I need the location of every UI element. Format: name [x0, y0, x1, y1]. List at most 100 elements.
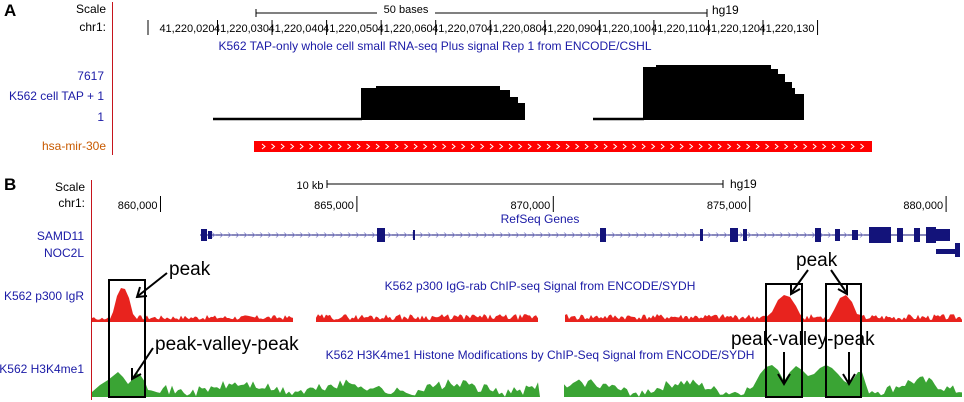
gene-exon: [377, 228, 385, 242]
ruler-a-tick-label: 41,220,060: [378, 23, 433, 35]
mirna-chevron: [423, 143, 428, 150]
mirna-chevron: [727, 143, 732, 150]
gene-chevron: [611, 232, 616, 238]
mirna-chevron: [670, 143, 675, 150]
mirna-chevron: [622, 143, 627, 150]
arrow-pvp-right-1-head: [777, 373, 791, 386]
gene-chevron: [227, 232, 232, 238]
mirna-chevron: [470, 143, 475, 150]
mirna-chevron: [755, 143, 760, 150]
signal-block-left: [361, 86, 525, 120]
scale-bar-text: 50 bases: [384, 4, 429, 16]
mirna-chevron: [290, 143, 295, 150]
gene-chevron: [651, 232, 656, 238]
mirna-chevron: [461, 143, 466, 150]
mirna-chevron: [689, 143, 694, 150]
gene-chevron: [643, 232, 648, 238]
panel-a-track-title: K562 TAP-only whole cell small RNA-seq P…: [218, 39, 651, 53]
gene-chevron: [723, 232, 728, 238]
gene-exon: [815, 228, 821, 242]
mirna-chevron: [632, 143, 637, 150]
panel-a-track-min: 1: [97, 110, 104, 124]
mirna-chevron: [261, 143, 266, 150]
annotation-arrows: [131, 269, 856, 386]
arrow-pvp-left: [132, 347, 154, 379]
panel-a-scale-label: Scale: [76, 2, 106, 16]
gene-chevron: [771, 232, 776, 238]
p300-track-title: K562 p300 IgG-rab ChIP-seq Signal from E…: [385, 279, 696, 293]
samd11-exons: [201, 227, 950, 243]
mirna-chevron: [613, 143, 618, 150]
gene-chevron: [683, 232, 688, 238]
gene-chevron: [635, 232, 640, 238]
h3k4me1-signal-segment-1: [92, 372, 540, 397]
mirna-chevron: [736, 143, 741, 150]
gene-exon: [835, 229, 840, 241]
gene-chevron: [395, 232, 400, 238]
panel-b-scale-label: Scale: [55, 180, 85, 194]
mirna-chevron: [651, 143, 656, 150]
panel-b-letter: B: [4, 175, 16, 194]
mirna-chevron: [565, 143, 570, 150]
ruler-b-tick-label: 875,000: [707, 200, 747, 212]
panel-a-signal: [213, 65, 804, 121]
gene-chevron: [787, 232, 792, 238]
mirna-chevron: [841, 143, 846, 150]
gene-chevron: [715, 232, 720, 238]
gene-chevron: [323, 232, 328, 238]
gene-chevron: [339, 232, 344, 238]
gene-chevron: [595, 232, 600, 238]
mirna-chevron: [537, 143, 542, 150]
panel-a-track-name: K562 cell TAP + 1: [9, 89, 104, 103]
panel-a-chrom-label: chr1:: [79, 20, 106, 34]
p300-signal-segment-2: [316, 314, 538, 322]
gene-chevron: [803, 232, 808, 238]
gene-exon: [208, 231, 212, 239]
mirna-chevron: [831, 143, 836, 150]
ruler-a-tick-label: 41,220,130: [759, 23, 814, 35]
gene-chevron: [491, 232, 496, 238]
gene-chevron: [563, 232, 568, 238]
mirna-chevron: [328, 143, 333, 150]
gene-exon: [914, 228, 920, 242]
gene-chevron: [483, 232, 488, 238]
ruler-a-tick-label: 41,220,030: [214, 23, 269, 35]
mirna-chevron: [347, 143, 352, 150]
gene-chevron: [571, 232, 576, 238]
ruler-a-tick-label: 41,220,050: [323, 23, 378, 35]
panel-b-scale-bar: 10 kb: [297, 180, 724, 192]
mirna-chevron: [641, 143, 646, 150]
arrow-peak-left: [137, 272, 168, 297]
panel-a: A Scale chr1: 50 bases hg19 41,220,020 41…: [4, 1, 872, 155]
ruler-b-tick-label: 865,000: [314, 200, 354, 212]
noc2l-gene-model: [936, 243, 960, 257]
gene-chevron: [675, 232, 680, 238]
mirna-chevron: [594, 143, 599, 150]
gene-chevron: [707, 232, 712, 238]
mirna-chevron: [679, 143, 684, 150]
gene-chevron: [587, 232, 592, 238]
arrow-peak-right-1-head: [790, 283, 801, 296]
mirna-chevron: [765, 143, 770, 150]
gene-exon: [897, 228, 903, 242]
mirna-chevron: [451, 143, 456, 150]
ruler-a-tick-label: 41,220,120: [705, 23, 760, 35]
ruler-a-tick-label: 41,220,100: [596, 23, 651, 35]
gene-chevron: [443, 232, 448, 238]
mirna-chevron: [575, 143, 580, 150]
mirna-chevron: [432, 143, 437, 150]
gene-exon: [413, 230, 415, 240]
mirna-chevron: [271, 143, 276, 150]
mirna-chevron: [480, 143, 485, 150]
mirna-chevron: [375, 143, 380, 150]
annotation-peak-left: peak: [169, 259, 211, 280]
gene-chevron: [547, 232, 552, 238]
gene-chevron: [275, 232, 280, 238]
gene-chevron: [427, 232, 432, 238]
mirna-chevron: [793, 143, 798, 150]
mirna-chevron: [717, 143, 722, 150]
noc2l-exon: [936, 249, 958, 254]
mirna-chevron: [774, 143, 779, 150]
noc2l-exon-end: [955, 243, 960, 257]
